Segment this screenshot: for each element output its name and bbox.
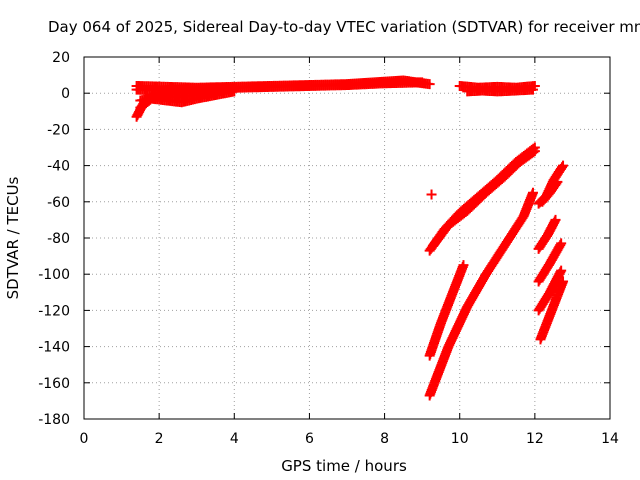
data-segment xyxy=(424,187,538,401)
y-tick-label: 20 xyxy=(52,50,70,66)
data-segment xyxy=(535,276,569,345)
chart-title: Day 064 of 2025, Sidereal Day-to-day VTE… xyxy=(48,18,640,36)
data-point xyxy=(527,84,538,95)
x-tick-label: 12 xyxy=(526,431,544,447)
data-point xyxy=(229,86,240,97)
x-tick-label: 0 xyxy=(80,431,89,447)
data-segment xyxy=(462,84,538,97)
data-point xyxy=(529,146,540,157)
data-segment xyxy=(424,260,469,361)
data-point xyxy=(550,214,561,225)
data-point xyxy=(556,238,567,249)
y-tick-label: -60 xyxy=(47,195,70,211)
y-tick-label: -80 xyxy=(47,231,70,247)
x-axis-title: GPS time / hours xyxy=(281,457,407,475)
x-tick-label: 4 xyxy=(230,431,239,447)
data-point xyxy=(556,265,567,276)
data-points xyxy=(131,75,569,401)
y-tick-label: -20 xyxy=(47,122,70,138)
data-point xyxy=(552,176,563,187)
data-point xyxy=(558,160,569,171)
data-segment xyxy=(533,265,567,316)
y-tick-label: -180 xyxy=(38,412,70,428)
y-axis-title: SDTVAR / TECUs xyxy=(4,176,22,299)
x-tick-label: 8 xyxy=(380,431,389,447)
data-point xyxy=(424,79,435,90)
data-point xyxy=(558,276,569,287)
data-point xyxy=(426,189,437,200)
data-point xyxy=(528,147,539,158)
x-tick-label: 6 xyxy=(305,431,314,447)
axis-ticks xyxy=(83,56,611,420)
y-tick-label: -120 xyxy=(38,303,70,319)
y-tick-label: -160 xyxy=(38,376,70,392)
x-tick-label: 2 xyxy=(155,431,164,447)
data-point xyxy=(210,88,221,99)
y-tick-label: -100 xyxy=(38,267,70,283)
y-tick-label: 0 xyxy=(61,86,70,102)
data-segment xyxy=(135,88,221,106)
data-segment xyxy=(426,189,437,200)
data-segment xyxy=(428,146,540,251)
y-axis-tick-labels: 20 0 -20 -40 -60 -80 -100 -120 -140 -160 -180 xyxy=(38,50,70,428)
data-point xyxy=(527,187,538,198)
data-point xyxy=(556,162,567,173)
y-tick-label: -140 xyxy=(38,340,70,356)
data-segment xyxy=(537,176,563,207)
grid xyxy=(84,57,610,419)
data-point xyxy=(458,260,469,271)
plot-frame xyxy=(83,56,611,420)
y-tick-label: -40 xyxy=(47,159,70,175)
data-point xyxy=(417,77,428,88)
data-segment xyxy=(533,214,561,254)
data-point xyxy=(551,178,562,189)
data-segment xyxy=(533,238,567,287)
x-axis-tick-labels: 0 2 4 6 8 10 12 14 xyxy=(80,431,619,447)
x-tick-label: 14 xyxy=(601,431,619,447)
x-tick-label: 10 xyxy=(451,431,469,447)
